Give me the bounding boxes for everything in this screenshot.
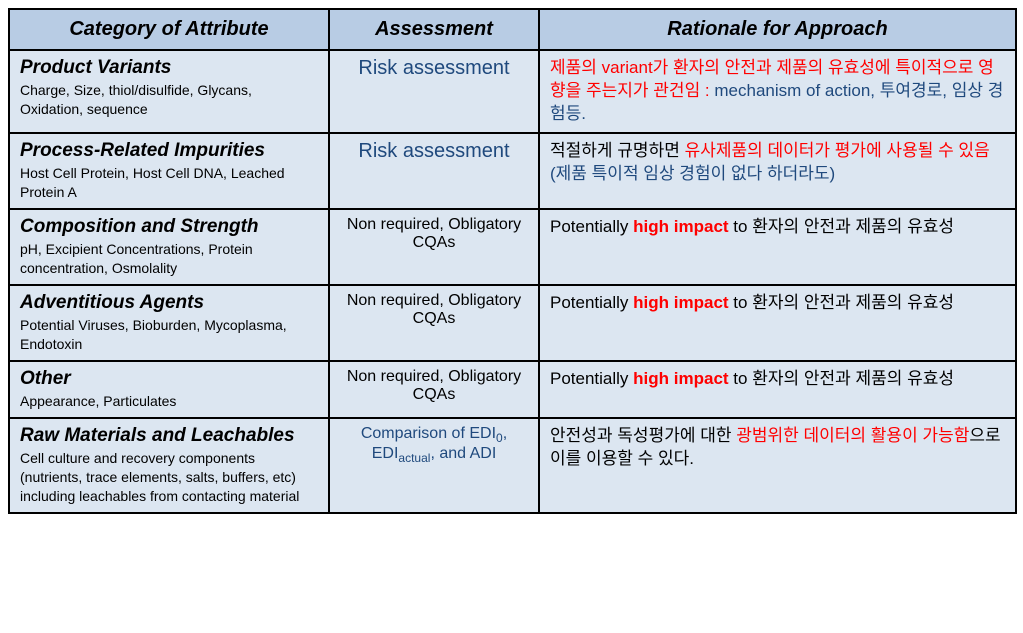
- assessment-text: Non required, Obligatory CQAs: [347, 292, 521, 327]
- category-title: Adventitious Agents: [20, 292, 318, 314]
- rationale-segment: to 환자의 안전과 제품의 유효성: [729, 217, 954, 236]
- table-row: Other Appearance, Particulates Non require…: [9, 361, 1016, 418]
- assessment-text: Non required, Obligatory CQAs: [347, 216, 521, 251]
- rationale-cell: Potentially high impact to 환자의 안전과 제품의 유…: [539, 209, 1016, 285]
- rationale-segment: Potentially: [550, 217, 633, 236]
- rationale-cell: Potentially high impact to 환자의 안전과 제품의 유…: [539, 285, 1016, 361]
- category-cell: Other Appearance, Particulates: [9, 361, 329, 418]
- assessment-text: Comparison of EDI0, EDIactual, and ADI: [361, 425, 507, 462]
- table-row: Adventitious Agents Potential Viruses, Bi…: [9, 285, 1016, 361]
- category-subtitle: pH, Excipient Concentrations, Protein co…: [20, 241, 253, 276]
- rationale-segment: 유사제품의 데이터가 평가에 사용될 수 있음: [685, 141, 990, 160]
- category-subtitle: Charge, Size, thiol/disulfide, Glycans, …: [20, 82, 252, 117]
- assessment-text: Risk assessment: [358, 57, 509, 79]
- category-title: Product Variants: [20, 57, 318, 79]
- table-row: Process-Related Impurities Host Cell Prot…: [9, 133, 1016, 209]
- category-subtitle: Potential Viruses, Bioburden, Mycoplasma…: [20, 317, 287, 352]
- table-header-row: Category of Attribute Assessment Rationa…: [9, 9, 1016, 50]
- category-title: Raw Materials and Leachables: [20, 425, 318, 447]
- header-category: Category of Attribute: [9, 9, 329, 50]
- category-subtitle: Host Cell Protein, Host Cell DNA, Leache…: [20, 165, 285, 200]
- table-body: Product Variants Charge, Size, thiol/disu…: [9, 50, 1016, 513]
- assessment-text: Non required, Obligatory CQAs: [347, 368, 521, 403]
- assessment-text: Risk assessment: [358, 140, 509, 162]
- assessment-cell: Non required, Obligatory CQAs: [329, 209, 539, 285]
- rationale-segment: Potentially: [550, 293, 633, 312]
- assessment-cell: Comparison of EDI0, EDIactual, and ADI: [329, 418, 539, 513]
- rationale-segment: 안전성과 독성평가에 대한: [550, 426, 736, 445]
- rationale-cell: 안전성과 독성평가에 대한 광범위한 데이터의 활용이 가능함으로 이를 이용할…: [539, 418, 1016, 513]
- category-title: Other: [20, 368, 318, 390]
- category-subtitle: Appearance, Particulates: [20, 393, 176, 409]
- rationale-segment: to 환자의 안전과 제품의 유효성: [729, 293, 954, 312]
- category-subtitle: Cell culture and recovery components (nu…: [20, 450, 299, 504]
- rationale-segment: high impact: [633, 369, 728, 388]
- category-cell: Adventitious Agents Potential Viruses, Bi…: [9, 285, 329, 361]
- assessment-cell: Risk assessment: [329, 133, 539, 209]
- category-title: Process-Related Impurities: [20, 140, 318, 162]
- rationale-cell: Potentially high impact to 환자의 안전과 제품의 유…: [539, 361, 1016, 418]
- attribute-table: Category of Attribute Assessment Rationa…: [8, 8, 1017, 514]
- rationale-segment: Potentially: [550, 369, 633, 388]
- category-cell: Process-Related Impurities Host Cell Prot…: [9, 133, 329, 209]
- rationale-segment: high impact: [633, 293, 728, 312]
- rationale-segment: 광범위한 데이터의 활용이 가능함: [736, 426, 969, 445]
- assessment-cell: Risk assessment: [329, 50, 539, 133]
- category-cell: Raw Materials and Leachables Cell culture…: [9, 418, 329, 513]
- rationale-segment: 적절하게 규명하면: [550, 141, 685, 160]
- assessment-cell: Non required, Obligatory CQAs: [329, 361, 539, 418]
- rationale-cell: 제품의 variant가 환자의 안전과 제품의 유효성에 특이적으로 영향을 …: [539, 50, 1016, 133]
- header-rationale: Rationale for Approach: [539, 9, 1016, 50]
- rationale-segment: (제품 특이적 임상 경험이 없다 하더라도): [550, 164, 835, 183]
- table-row: Composition and Strength pH, Excipient Co…: [9, 209, 1016, 285]
- category-cell: Composition and Strength pH, Excipient Co…: [9, 209, 329, 285]
- table-row: Product Variants Charge, Size, thiol/disu…: [9, 50, 1016, 133]
- rationale-segment: high impact: [633, 217, 728, 236]
- category-title: Composition and Strength: [20, 216, 318, 238]
- header-assessment: Assessment: [329, 9, 539, 50]
- category-cell: Product Variants Charge, Size, thiol/disu…: [9, 50, 329, 133]
- rationale-segment: to 환자의 안전과 제품의 유효성: [729, 369, 954, 388]
- table-row: Raw Materials and Leachables Cell culture…: [9, 418, 1016, 513]
- assessment-cell: Non required, Obligatory CQAs: [329, 285, 539, 361]
- rationale-cell: 적절하게 규명하면 유사제품의 데이터가 평가에 사용될 수 있음 (제품 특이적…: [539, 133, 1016, 209]
